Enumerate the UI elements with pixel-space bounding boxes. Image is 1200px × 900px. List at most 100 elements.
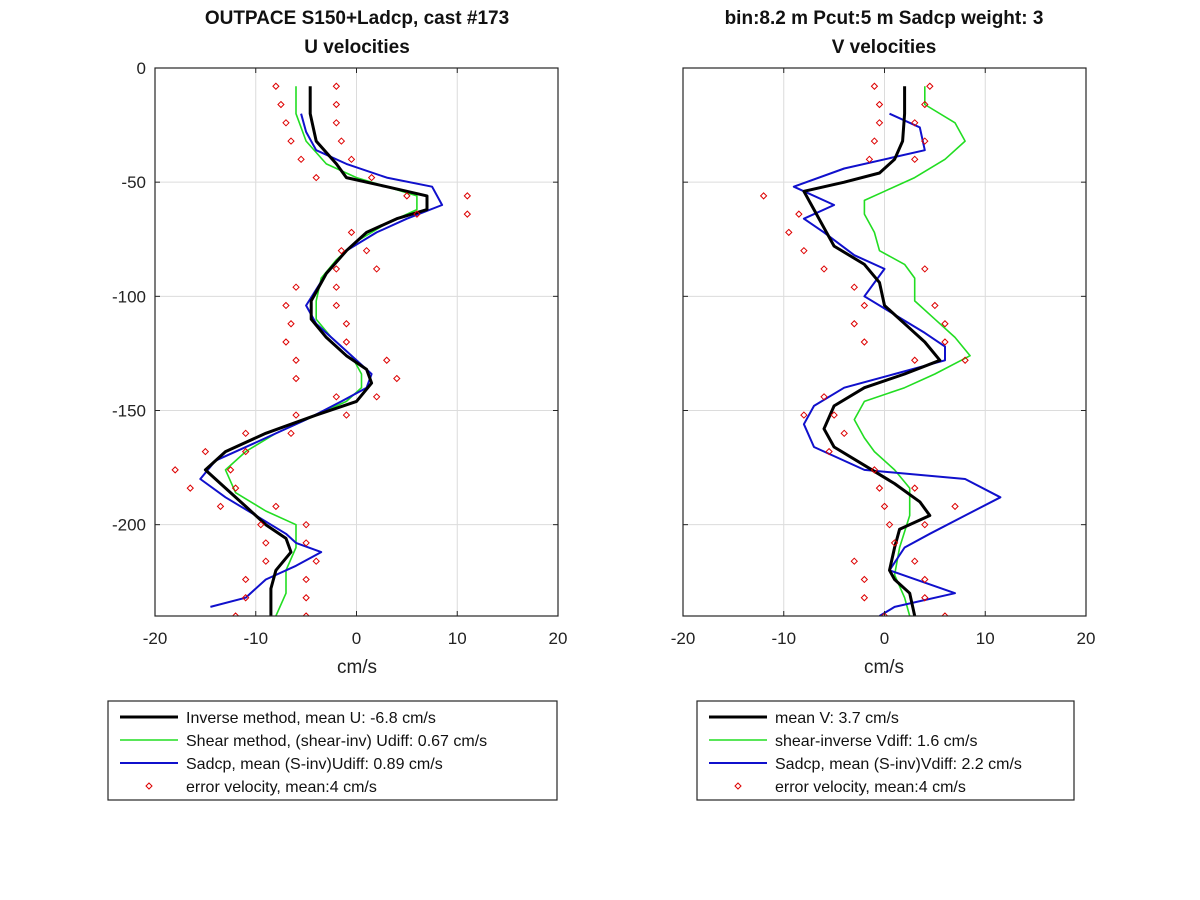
error-velocity-point	[332, 265, 341, 273]
error-velocity-point	[302, 520, 310, 529]
error-velocity-point	[302, 575, 310, 584]
error-velocity-point	[911, 484, 919, 492]
error-velocity-point	[800, 246, 808, 255]
error-velocity-point	[287, 320, 295, 328]
error-velocity-point	[342, 411, 351, 419]
error-velocity-point	[226, 466, 235, 474]
error-velocity-point	[860, 575, 869, 584]
panel-u-velocities: OUTPACE S150+Ladcp, cast #173 U velociti…	[107, 8, 568, 801]
error-velocity-point	[347, 228, 356, 237]
error-velocity-point	[362, 246, 371, 255]
title-line-2: U velocities	[304, 37, 410, 58]
legend-entry: Inverse method, mean U: -6.8 cm/s	[186, 710, 436, 727]
error-velocity-point	[865, 155, 874, 164]
error-velocity-point	[241, 429, 250, 438]
error-velocity-point	[342, 320, 351, 328]
x-tick-label: 0	[352, 629, 361, 648]
error-velocity-point	[257, 520, 265, 529]
error-velocity-point	[372, 393, 381, 401]
y-tick-label: -100	[112, 287, 146, 306]
error-velocity-point	[885, 520, 894, 529]
error-velocity-point	[332, 283, 341, 291]
y-tick-label: 0	[137, 59, 146, 78]
error-velocity-point	[297, 155, 305, 164]
error-velocity-point	[403, 192, 411, 200]
error-velocity-point	[850, 557, 858, 565]
legend-entry: Sadcp, mean (S-inv)Vdiff: 2.2 cm/s	[775, 756, 1022, 773]
error-velocity-point	[372, 265, 381, 273]
x-tick-label: -20	[671, 629, 696, 648]
error-velocity-point	[820, 393, 828, 401]
error-velocity-point	[367, 173, 376, 182]
y-tick-label: -200	[112, 516, 146, 535]
error-velocity-point	[337, 137, 346, 145]
error-velocity-point	[921, 137, 929, 145]
error-velocity-point	[911, 356, 919, 364]
error-velocity-point	[860, 301, 869, 310]
error-velocity-point	[413, 210, 421, 218]
error-velocity-point	[880, 502, 889, 511]
legend: Inverse method, mean U: -6.8 cm/s Shear m…	[107, 700, 558, 801]
error-velocity-point	[332, 82, 341, 90]
error-velocity-point	[926, 82, 934, 90]
error-velocity-point	[186, 484, 194, 492]
title-line-1: bin:8.2 m Pcut:5 m Sadcp weight: 3	[725, 8, 1044, 29]
error-velocity-point	[312, 557, 320, 565]
inverse-line	[802, 86, 942, 616]
y-tick-label: -150	[112, 402, 146, 421]
inverse-line	[203, 86, 429, 616]
error-velocity-point	[332, 119, 341, 127]
error-velocity-point	[383, 356, 391, 364]
legend-entry: error velocity, mean:4 cm/s	[775, 779, 966, 796]
error-velocity-point	[282, 301, 290, 310]
error-velocity-point	[880, 612, 889, 616]
sadcp-line	[199, 113, 444, 608]
error-velocity-markers	[759, 82, 969, 616]
legend-entry: Shear method, (shear-inv) Udiff: 0.67 cm…	[186, 733, 487, 750]
error-velocity-point	[860, 338, 869, 346]
error-velocity-point	[282, 338, 290, 346]
error-velocity-point	[332, 301, 341, 310]
error-velocity-point	[287, 137, 295, 145]
x-tick-label: 10	[448, 629, 467, 648]
error-velocity-point	[241, 594, 250, 602]
error-velocity-point	[931, 301, 939, 310]
error-velocity-point	[870, 82, 879, 90]
error-velocity-point	[393, 374, 401, 383]
error-velocity-point	[870, 466, 879, 474]
series-group	[171, 82, 472, 616]
error-velocity-point	[171, 466, 179, 474]
error-velocity-point	[347, 155, 356, 164]
panel-v-velocities: bin:8.2 m Pcut:5 m Sadcp weight: 3 V vel…	[671, 8, 1095, 801]
error-velocity-point	[830, 411, 838, 419]
x-tick-label: -10	[771, 629, 796, 648]
error-velocity-point	[911, 119, 919, 127]
error-velocity-point	[241, 447, 250, 456]
error-velocity-markers	[171, 82, 472, 616]
error-velocity-point	[840, 429, 848, 438]
error-velocity-point	[287, 429, 295, 438]
error-velocity-point	[921, 520, 929, 529]
x-tick-label: -10	[243, 629, 268, 648]
error-velocity-point	[312, 173, 320, 182]
error-velocity-point	[941, 612, 949, 616]
x-tick-label: -20	[143, 629, 168, 648]
error-velocity-point	[292, 283, 300, 291]
error-velocity-point	[337, 246, 346, 255]
x-tick-label: 20	[549, 629, 568, 648]
error-velocity-point	[759, 192, 768, 200]
error-velocity-point	[921, 575, 929, 584]
error-velocity-point	[875, 484, 884, 492]
error-velocity-point	[800, 411, 808, 419]
error-velocity-point	[870, 137, 879, 145]
error-velocity-point	[941, 320, 949, 328]
error-velocity-point	[890, 539, 899, 547]
series-group	[759, 82, 1002, 616]
error-velocity-point	[302, 612, 310, 616]
error-velocity-point	[342, 338, 351, 346]
legend-entry: shear-inverse Vdiff: 1.6 cm/s	[775, 733, 977, 750]
error-velocity-point	[785, 228, 793, 237]
error-velocity-point	[850, 283, 858, 291]
error-velocity-point	[201, 447, 210, 456]
legend-marker	[145, 782, 153, 790]
